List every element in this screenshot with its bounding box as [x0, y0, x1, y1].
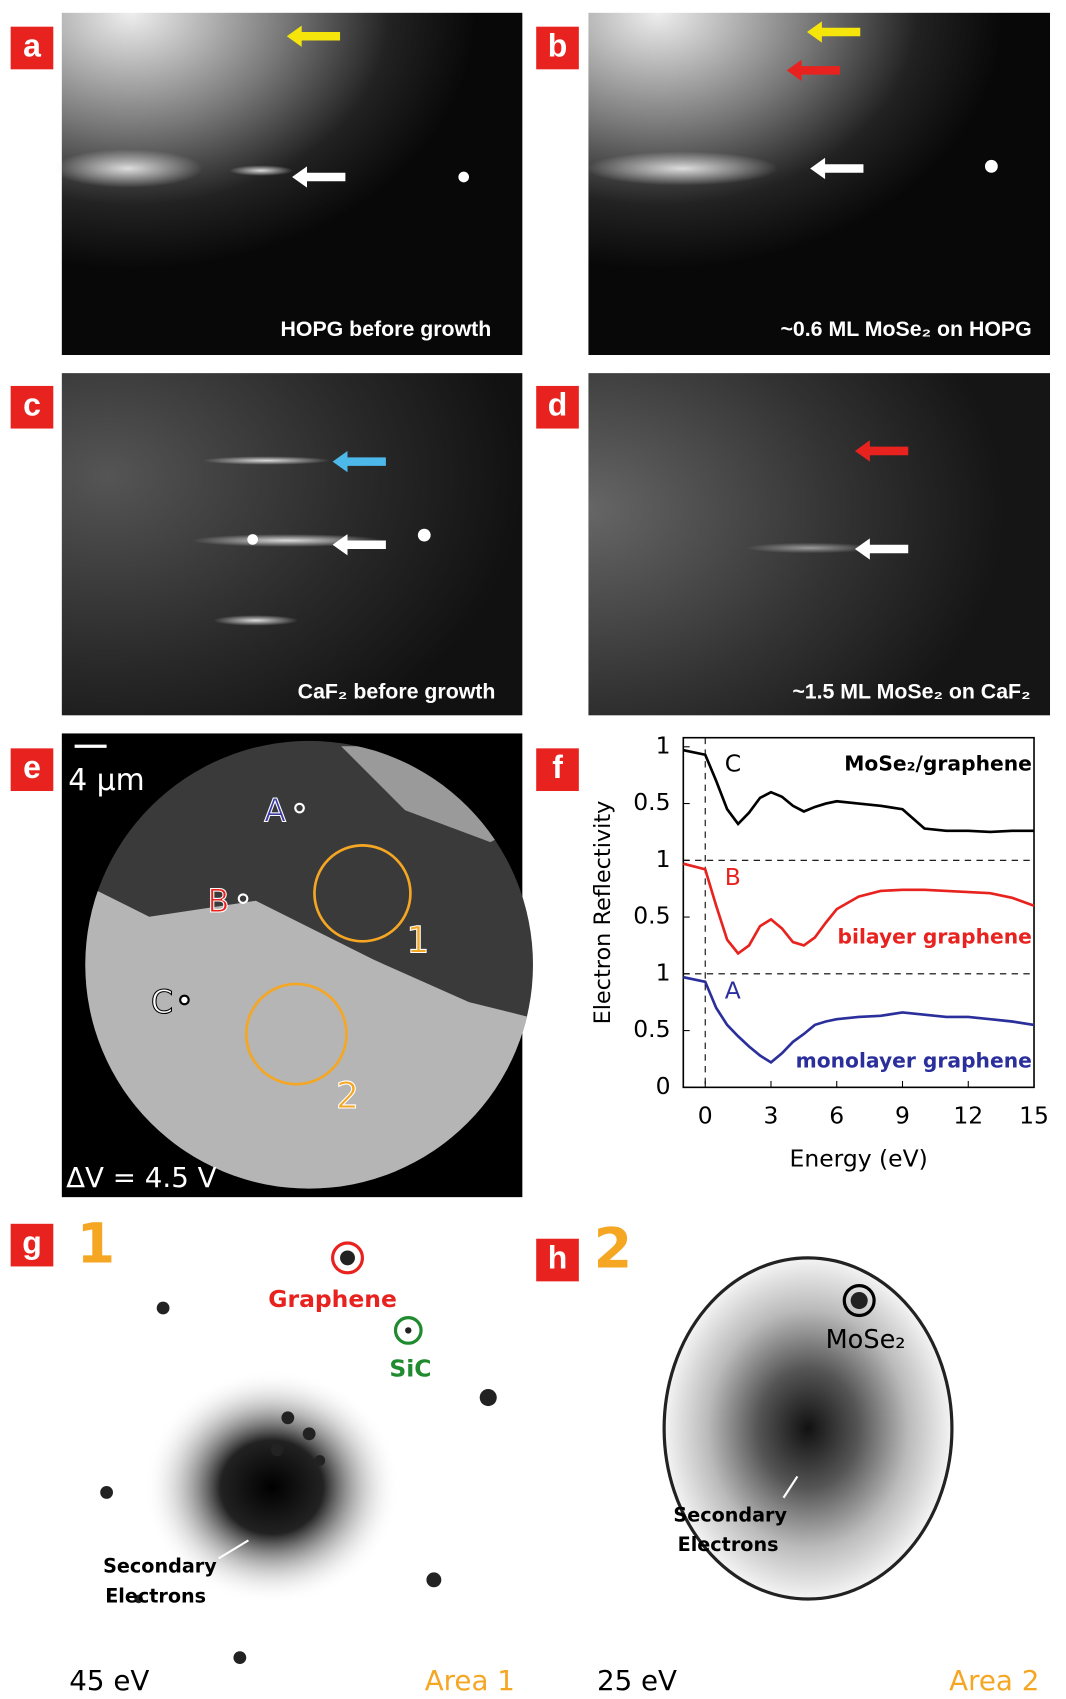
panel-label: g: [22, 1225, 42, 1261]
panel-label: a: [23, 27, 41, 63]
panel-label: d: [548, 387, 568, 423]
streak: [746, 543, 874, 554]
streak: [203, 456, 331, 465]
arrow-label: Electrons: [678, 1533, 779, 1556]
panel-g: 1 Graphene SiC Secondary Electrons 45 eV…: [69, 1212, 515, 1695]
spot: [418, 529, 431, 542]
panel-c: CaF₂ before growth: [62, 373, 523, 715]
streak: [229, 165, 293, 176]
streak: [213, 615, 298, 626]
streak: [586, 151, 778, 185]
spot: [405, 1327, 411, 1333]
spot: [157, 1302, 170, 1315]
panel-label: e: [23, 749, 41, 785]
curve-letter: C: [725, 750, 741, 778]
curve-letter: A: [725, 977, 741, 1005]
x-tick-label: 3: [764, 1102, 779, 1130]
panel-label: h: [548, 1239, 568, 1275]
y-tick-label: 0: [656, 1072, 671, 1100]
point-label: B: [208, 882, 230, 920]
spot-label: Graphene: [268, 1285, 397, 1313]
y-tick-label: 0.5: [633, 788, 670, 816]
spot: [247, 534, 258, 545]
area-name: Area 1: [425, 1664, 515, 1695]
figure: HOPG before growth ~0.6 ML MoSe₂ on HOPG…: [0, 0, 1066, 1695]
point-label: A: [264, 791, 286, 829]
spot: [100, 1486, 113, 1499]
y-tick-label: 1: [656, 731, 671, 759]
spot: [303, 1427, 316, 1440]
spot: [426, 1572, 441, 1587]
legend-label: MoSe₂/graphene: [844, 752, 1032, 776]
energy: 45 eV: [69, 1664, 149, 1695]
legend-label: monolayer graphene: [796, 1048, 1032, 1072]
area-label: 2: [336, 1074, 359, 1117]
arrow-label: Secondary: [103, 1555, 217, 1578]
caption: CaF₂ before growth: [298, 680, 496, 704]
panel-d: ~1.5 ML MoSe₂ on CaF₂: [588, 373, 1050, 715]
x-tick-label: 0: [698, 1102, 713, 1130]
spot: [314, 1455, 325, 1466]
spot-label: SiC: [389, 1354, 431, 1382]
panel-b: ~0.6 ML MoSe₂ on HOPG: [586, 13, 1050, 355]
x-tick-label: 15: [1019, 1102, 1049, 1130]
body: HOPG before growth ~0.6 ML MoSe₂ on HOPG…: [0, 0, 1066, 1699]
panel-a: HOPG before growth: [53, 13, 522, 355]
area-number: 1: [77, 1212, 116, 1276]
spot: [480, 1389, 497, 1406]
caption: ~0.6 ML MoSe₂ on HOPG: [780, 317, 1031, 341]
panel-label: f: [552, 749, 563, 785]
y-tick-label: 1: [656, 958, 671, 986]
spot: [233, 1651, 246, 1664]
energy: 25 eV: [597, 1664, 677, 1695]
spot: [458, 172, 469, 183]
caption: ~1.5 ML MoSe₂ on CaF₂: [792, 680, 1030, 704]
spot-label: MoSe₂: [826, 1325, 906, 1355]
point-label: C: [151, 983, 173, 1021]
spot: [271, 1443, 284, 1456]
bias-label: ΔV = 4.5 V: [66, 1161, 217, 1194]
page: {"panels": [ {"label": "a", "caption": "…: [0, 0, 1066, 1699]
scale-label: 4 μm: [68, 763, 145, 798]
legend-label: bilayer graphene: [838, 924, 1032, 948]
panel-label: c: [23, 387, 41, 423]
reflectivity-chart: 0 0.5 1 0.5 1 0.5 1 0 3 6 9 12 15 Energy (eV) Electron…: [590, 731, 1049, 1172]
x-tick-label: 12: [953, 1102, 983, 1130]
y-tick-label: 0.5: [633, 1015, 670, 1043]
y-tick-label: 1: [656, 845, 671, 873]
curve-letter: B: [725, 863, 741, 891]
area-number: 2: [594, 1218, 633, 1282]
x-axis-label: Energy (eV): [790, 1144, 928, 1172]
area-name: Area 2: [949, 1664, 1039, 1695]
y-axis-label: Electron Reflectivity: [590, 801, 616, 1025]
area-label: 1: [406, 918, 429, 961]
panel-label: b: [548, 27, 568, 63]
panel-e: 4 μm A B C 1 2 ΔV = 4.5 V: [62, 733, 554, 1204]
streak: [53, 149, 202, 187]
y-tick-label: 0.5: [633, 902, 670, 930]
panel-h: 2 MoSe₂ Secondary Electrons 25 eV Area 2: [594, 1218, 1040, 1695]
spot: [851, 1292, 868, 1309]
spot: [281, 1411, 294, 1424]
arrow-label: Electrons: [105, 1584, 206, 1607]
point: [180, 996, 189, 1005]
arrow-label: Secondary: [673, 1503, 787, 1526]
x-tick-label: 6: [829, 1102, 844, 1130]
spot: [985, 160, 998, 173]
caption: HOPG before growth: [281, 317, 492, 341]
spot: [340, 1250, 355, 1265]
x-tick-label: 9: [895, 1102, 910, 1130]
